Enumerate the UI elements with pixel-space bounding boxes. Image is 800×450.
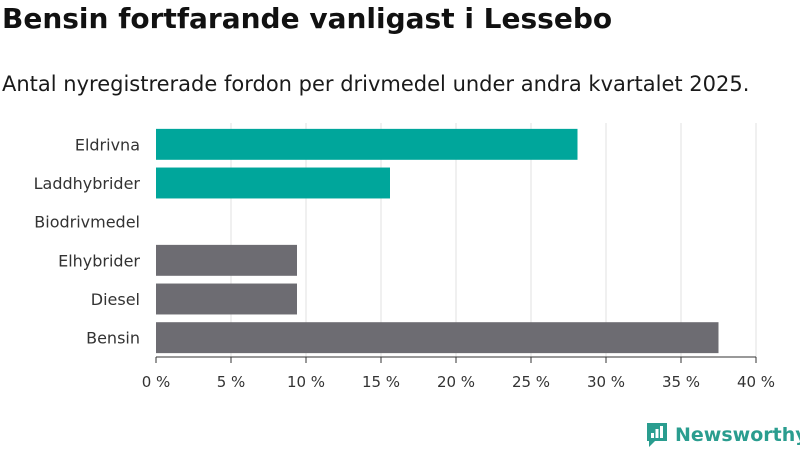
bar	[156, 244, 297, 276]
x-tick-label: 20 %	[437, 373, 475, 391]
chart-subtitle: Antal nyregistrerade fordon per drivmede…	[2, 72, 750, 96]
bar	[156, 167, 390, 199]
category-label: Bensin	[86, 329, 140, 348]
category-label: Diesel	[91, 290, 140, 309]
x-tick-label: 30 %	[587, 373, 625, 391]
category-label: Eldrivna	[75, 135, 140, 154]
category-label: Biodrivmedel	[34, 213, 140, 232]
x-tick-label: 15 %	[362, 373, 400, 391]
bar	[156, 128, 578, 160]
bar	[156, 322, 719, 354]
x-tick-label: 0 %	[142, 373, 171, 391]
category-label: Elhybrider	[58, 251, 140, 270]
x-tick-label: 10 %	[287, 373, 325, 391]
bar-chart-logo-icon	[647, 423, 667, 447]
newsworthy-logo: Newsworthy	[645, 420, 800, 450]
category-label: Laddhybrider	[34, 174, 141, 193]
x-tick-label: 5 %	[217, 373, 246, 391]
x-tick-label: 40 %	[737, 373, 775, 391]
bar	[156, 283, 297, 315]
x-tick-label: 35 %	[662, 373, 700, 391]
logo-text: Newsworthy	[675, 424, 800, 446]
x-tick-label: 25 %	[512, 373, 550, 391]
chart-title: Bensin fortfarande vanligast i Lessebo	[2, 2, 613, 35]
